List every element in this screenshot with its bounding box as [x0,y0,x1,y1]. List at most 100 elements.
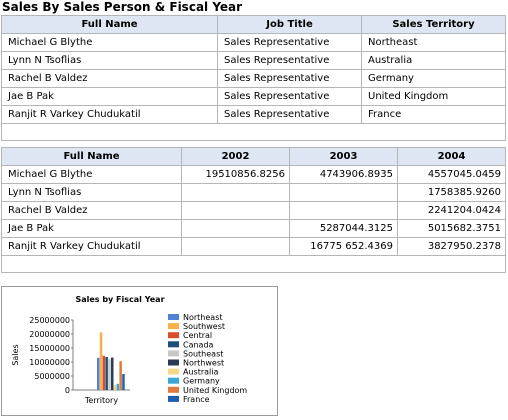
y-axis-label: Sales [11,344,20,365]
table-row: Michael G Blythe 19510856.8256 4743906.8… [1,165,506,184]
sales-chart: Sales by Fiscal Year 25000000 20000000 1500… [11,295,247,405]
cell-job-title: Sales Representative [217,51,362,70]
legend-label: France [183,395,210,404]
y-tick-label: 15000000 [29,344,70,353]
cell-sales-territory: Germany [361,69,506,88]
chart-title: Sales by Fiscal Year [75,295,164,304]
x-axis-label: Territory [84,396,118,405]
cell-sales-territory: United Kingdom [361,87,506,106]
cell-full-name: Rachel B Valdez [1,201,182,220]
footer-cell [1,123,506,141]
bar-canada [105,356,108,390]
cell-sales-territory: Northeast [361,33,506,52]
column-header-2004: 2004 [397,147,506,166]
legend-swatch [168,359,179,366]
cell-2003: 5287044.3125 [289,219,398,238]
cell-2003 [289,183,398,202]
fiscal-year-sales-table: Full Name 2002 2003 2004 Michael G Blyth… [1,147,506,273]
table-row: Jae B Pak 5287044.3125 5015682.3751 [1,219,506,238]
legend-swatch [168,350,179,357]
table-row: Lynn N Tsoflias Sales Representative Aus… [1,51,506,70]
cell-sales-territory: France [361,105,506,124]
bar-southeast [108,359,111,390]
cell-2003: 4743906.8935 [289,165,398,184]
bar-central [102,355,106,390]
sales-chart-panel: Sales by Fiscal Year 25000000 20000000 1500… [1,286,278,416]
cell-job-title: Sales Representative [217,87,362,106]
legend-swatch [168,323,179,330]
legend-swatch [168,332,179,339]
bar-northeast [97,357,100,390]
table-row: Rachel B Valdez Sales Representative Ger… [1,69,506,88]
footer-cell [1,255,506,273]
cell-2003: 16775 652.4369 [289,237,398,256]
legend-label: Southwest [183,322,225,331]
cell-2002 [181,237,290,256]
legend-label: Central [183,331,212,340]
bar-southwest [99,332,103,390]
table-row: Lynn N Tsoflias 1758385.9260 [1,183,506,202]
cell-2002: 19510856.8256 [181,165,290,184]
legend-swatch [168,368,179,375]
legend-label: Northwest [183,359,224,368]
cell-full-name: Michael G Blythe [1,33,218,52]
table-row: Jae B Pak Sales Representative United Ki… [1,87,506,106]
legend-swatch [168,341,179,348]
y-tick-label: 0 [65,386,70,395]
cell-2003 [289,201,398,220]
table-header-row: Full Name 2002 2003 2004 [1,147,506,166]
table-row: Michael G Blythe Sales Representative No… [1,33,506,52]
table-row: Ranjit R Varkey Chudukatil 16775 652.436… [1,237,506,256]
bar-united-kingdom [119,361,122,390]
table-footer-row [1,123,506,141]
sales-person-table: Full Name Job Title Sales Territory Mich… [1,15,506,141]
y-tick-label: 5000000 [34,372,70,381]
cell-2002 [181,183,290,202]
cell-2004: 5015682.3751 [397,219,506,238]
table-row: Ranjit R Varkey Chudukatil Sales Represe… [1,105,506,124]
table-header-row: Full Name Job Title Sales Territory [1,15,506,34]
legend-label: Southeast [183,349,223,358]
cell-sales-territory: Australia [361,51,506,70]
cell-full-name: Rachel B Valdez [1,69,218,88]
legend-label: Northeast [183,313,223,322]
cell-full-name: Jae B Pak [1,219,182,238]
legend-swatch [168,314,179,320]
table-footer-row [1,255,506,273]
legend-swatch [168,377,179,384]
y-tick-label: 10000000 [29,358,70,367]
cell-2002 [181,201,290,220]
cell-full-name: Michael G Blythe [1,165,182,184]
cell-job-title: Sales Representative [217,69,362,88]
legend-label: Germany [183,377,220,386]
bar-france [122,374,125,390]
report-title: Sales By Sales Person & Fiscal Year [2,0,243,14]
cell-job-title: Sales Representative [217,33,362,52]
legend-label: Australia [183,368,218,377]
cell-2004: 1758385.9260 [397,183,506,202]
legend-swatch [168,386,179,393]
column-header-job-title: Job Title [217,15,362,34]
table-row: Rachel B Valdez 2241204.0424 [1,201,506,220]
bar-australia [113,384,117,390]
y-tick-label: 20000000 [29,330,70,339]
cell-full-name: Lynn N Tsoflias [1,183,182,202]
bar-germany [116,383,120,390]
column-header-full-name: Full Name [1,147,182,166]
cell-job-title: Sales Representative [217,105,362,124]
cell-2004: 4557045.0459 [397,165,506,184]
cell-full-name: Jae B Pak [1,87,218,106]
column-header-full-name: Full Name [1,15,218,34]
cell-2004: 3827950.2378 [397,237,506,256]
cell-2004: 2241204.0424 [397,201,506,220]
column-header-2002: 2002 [181,147,290,166]
cell-full-name: Lynn N Tsoflias [1,51,218,70]
legend-swatch [168,395,179,402]
legend-label: United Kingdom [183,386,247,395]
column-header-2003: 2003 [289,147,398,166]
y-tick-label: 25000000 [29,316,70,325]
cell-full-name: Ranjit R Varkey Chudukatil [1,237,182,256]
column-header-sales-territory: Sales Territory [361,15,506,34]
legend-label: Canada [183,340,214,349]
cell-full-name: Ranjit R Varkey Chudukatil [1,105,218,124]
